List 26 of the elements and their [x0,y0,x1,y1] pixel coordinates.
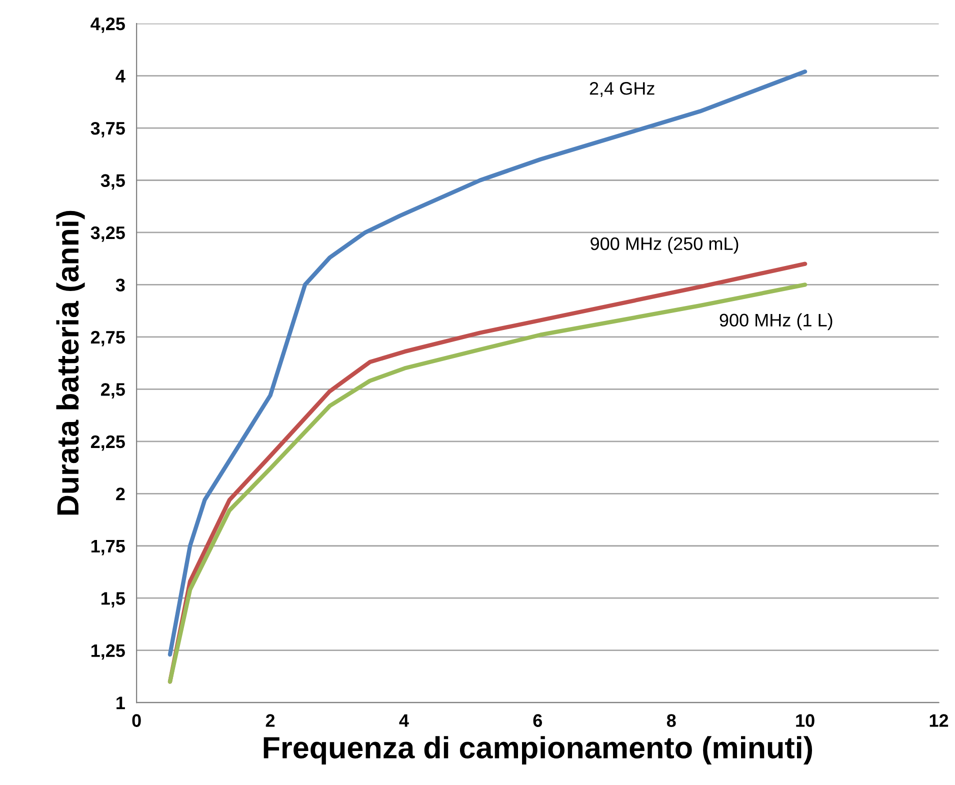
series-label: 2,4 GHz [590,82,654,97]
y-tick-label: 2,5 [100,383,125,399]
series-label: 900 MHz (1 L) [720,313,832,330]
x-tick-label: 8 [666,714,676,727]
series-label: 900 MHz (250 mL) [590,236,738,254]
y-tick-label: 2 [116,488,125,500]
y-tick-label: 1,5 [101,592,125,608]
y-tick-label: 1,25 [91,644,125,660]
y-tick-label: 1,75 [91,540,125,556]
x-tick-label: 12 [930,714,948,727]
y-axis-title: Durata batteria (anni) [56,210,85,515]
y-tick-label: 3,5 [100,174,125,190]
y-tick-label: 1 [116,696,125,710]
y-tick-label: 4,25 [90,17,125,33]
y-tick-label: 4 [116,70,126,82]
y-tick-label: 2,75 [90,330,125,346]
x-axis-title: Frequenza di campionamento (minuti) [264,736,812,765]
x-tick-label: 10 [796,714,814,727]
x-tick-label: 0 [132,714,141,727]
y-tick-label: 3 [116,278,125,292]
y-tick-label: 2,25 [90,435,125,451]
x-tick-label: 2 [266,714,275,727]
y-tick-label: 3,25 [90,226,125,242]
x-tick-label: 6 [533,714,542,727]
x-tick-label: 4 [399,714,409,727]
y-tick-label: 3,75 [90,122,125,138]
